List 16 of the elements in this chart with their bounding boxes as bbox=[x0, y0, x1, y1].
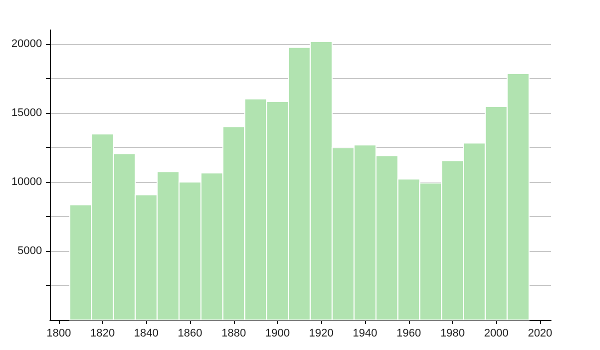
x-tick-label: 1920 bbox=[309, 328, 334, 340]
y-tick-label: 20000 bbox=[11, 38, 42, 50]
x-tick-label: 1900 bbox=[265, 328, 290, 340]
x-tick-label: 1940 bbox=[352, 328, 378, 340]
x-tick-label: 1960 bbox=[396, 328, 422, 340]
x-tick-label: 1800 bbox=[46, 328, 71, 340]
x-tick-label: 2020 bbox=[528, 328, 552, 340]
x-tick-label: 1820 bbox=[90, 328, 115, 340]
x-tick-label: 1880 bbox=[222, 328, 246, 340]
y-tick-label: 15000 bbox=[11, 106, 42, 119]
y-tick-label: 10000 bbox=[11, 176, 42, 188]
x-tick-label: 2000 bbox=[484, 328, 509, 340]
x-tick-label: 1840 bbox=[134, 328, 159, 340]
x-tick-label: 1860 bbox=[178, 328, 202, 340]
y-tick-label: 5000 bbox=[18, 244, 42, 257]
x-tick-label: 1980 bbox=[440, 328, 465, 340]
